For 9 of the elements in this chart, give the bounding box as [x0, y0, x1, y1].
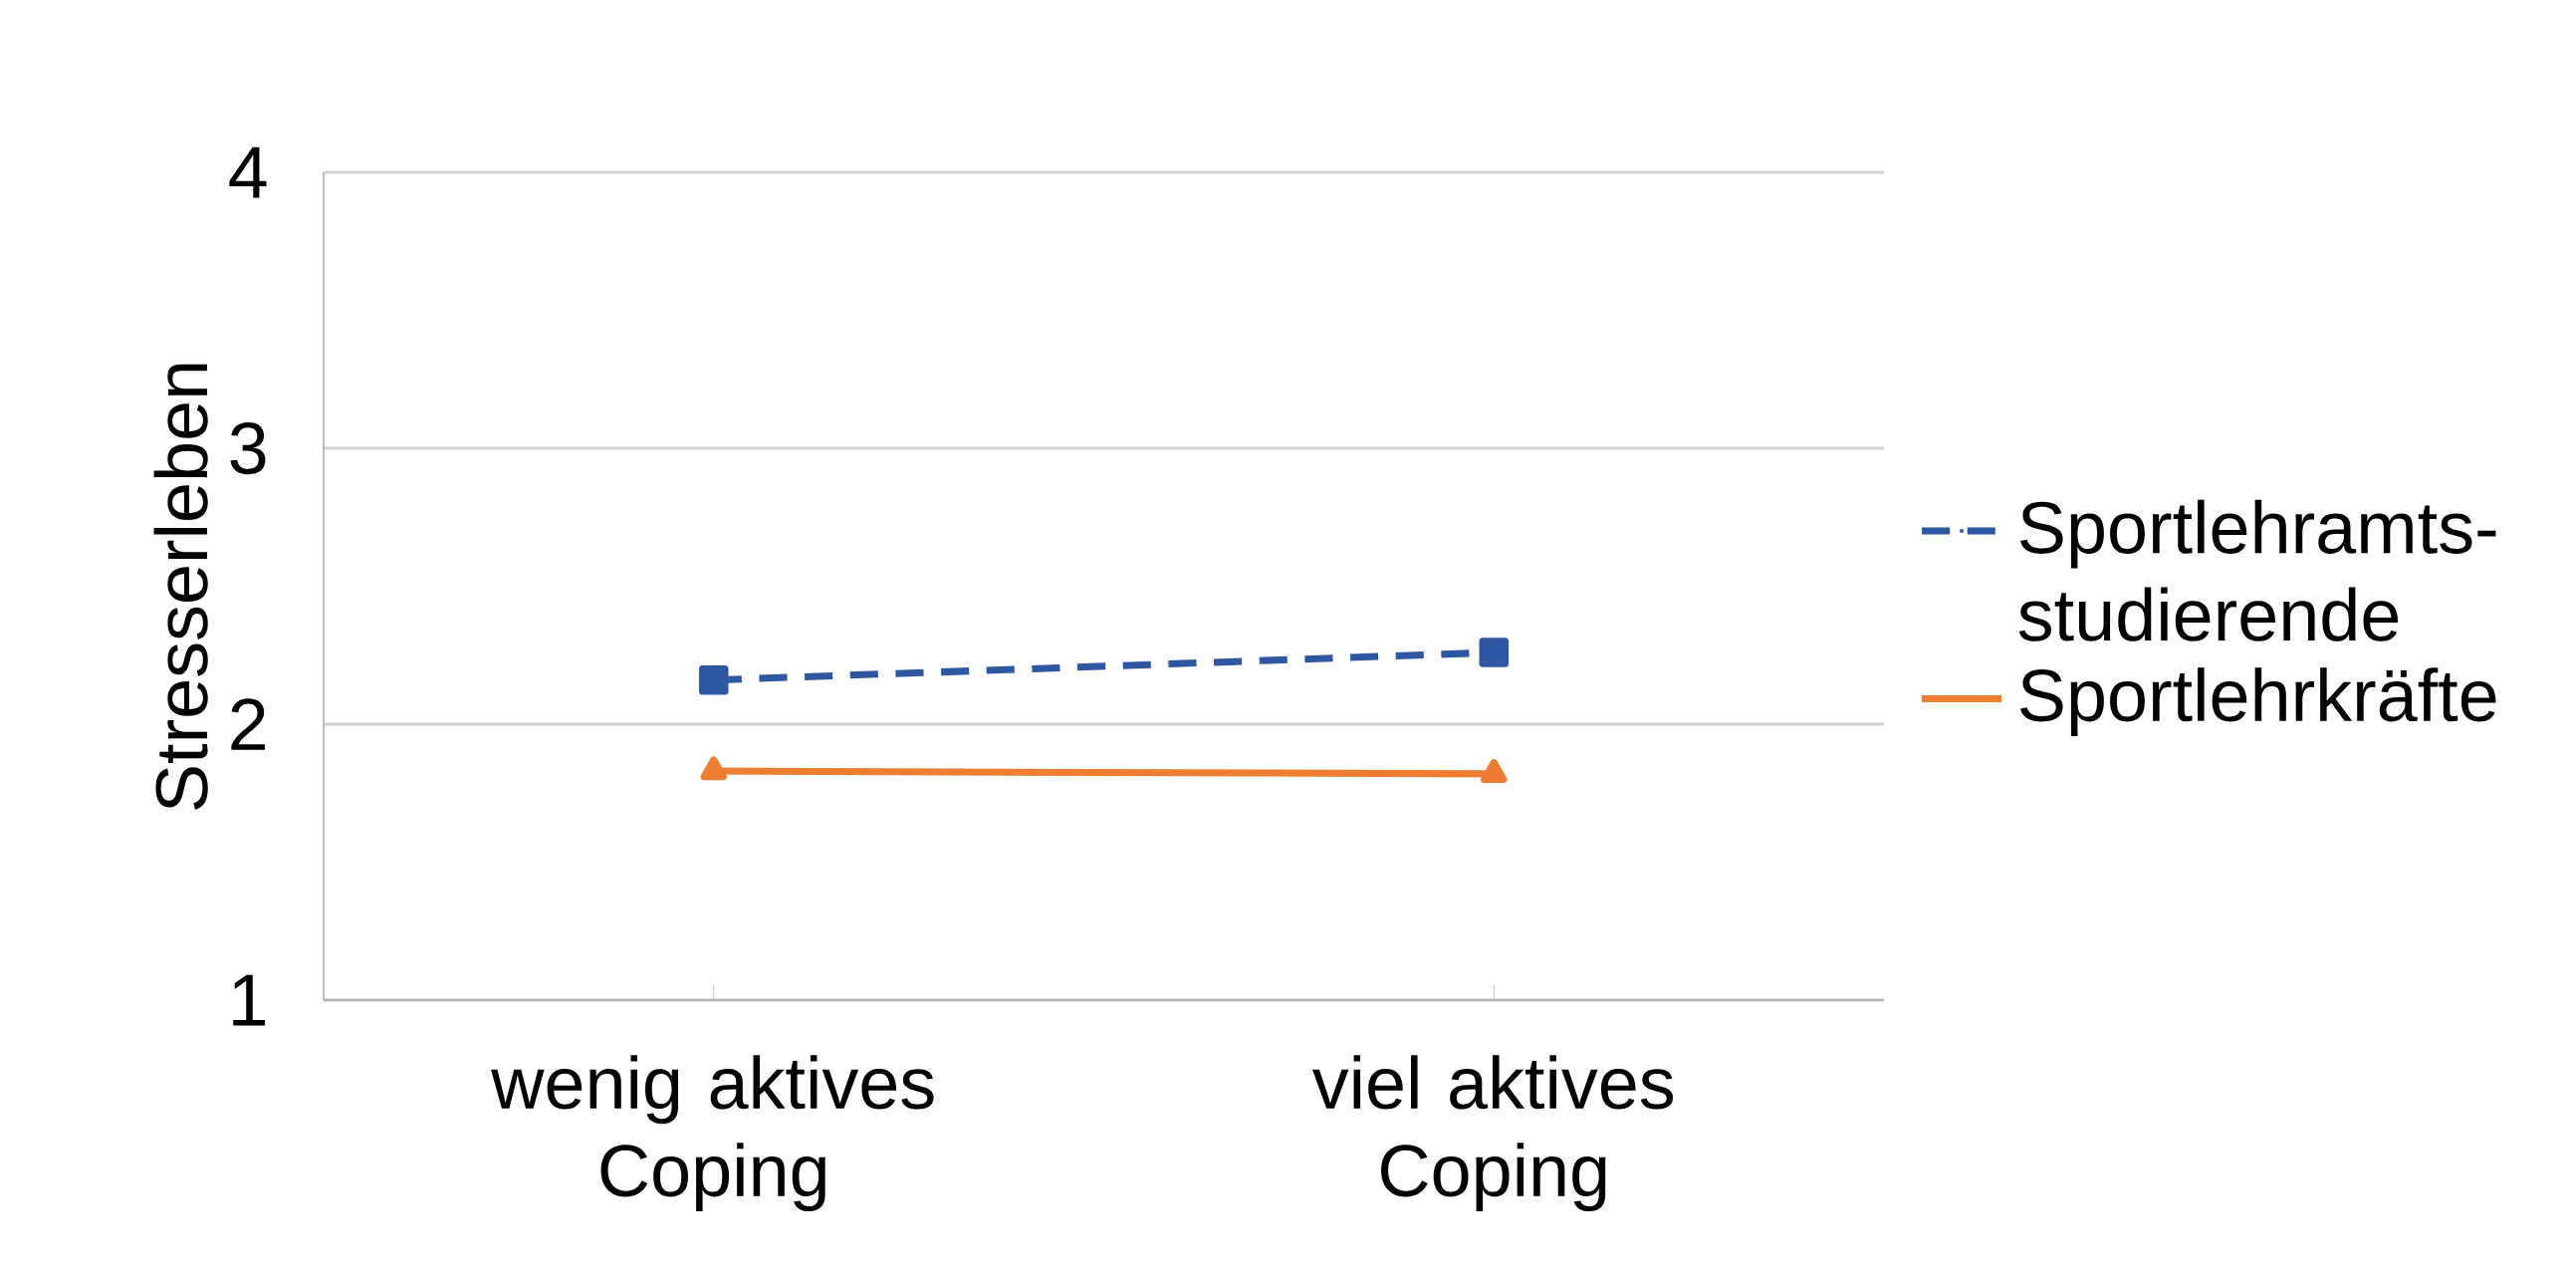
y-tick-label: 1: [233, 974, 266, 1026]
y-tick-label: 4: [229, 146, 267, 198]
legend-label: Sportlehramts-studierende: [2018, 499, 2496, 641]
y-tick-label: 2: [231, 698, 265, 750]
legend-label: Sportlehrkräfte: [2020, 667, 2496, 736]
x-tick-label: wenig aktives Coping: [491, 1055, 934, 1211]
y-axis-title: Stresserleben: [153, 364, 208, 810]
y-tick-label: 3: [230, 421, 266, 475]
x-tick-label: viel aktives Coping: [1312, 1055, 1674, 1211]
